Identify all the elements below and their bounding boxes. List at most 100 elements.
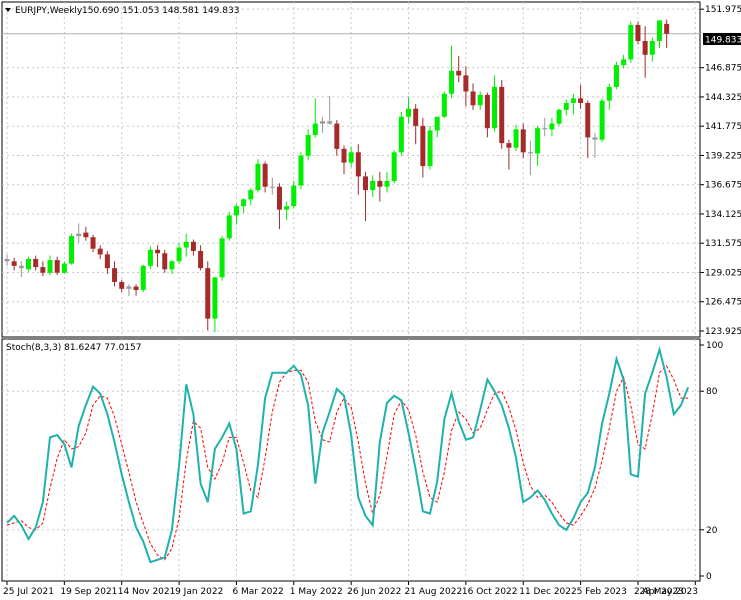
candle[interactable] [126,284,132,296]
candle[interactable] [140,264,146,293]
candle[interactable] [312,98,318,138]
candle[interactable] [255,159,261,193]
candle[interactable] [398,112,404,156]
candle[interactable] [348,146,354,168]
candle[interactable] [298,152,304,190]
candle[interactable] [635,21,641,45]
candle[interactable] [47,255,53,276]
candle[interactable] [327,96,333,125]
candle[interactable] [284,201,290,220]
candle[interactable] [248,187,254,206]
candle[interactable] [413,104,419,145]
candle[interactable] [190,239,196,256]
candle[interactable] [556,108,562,126]
candle[interactable] [54,256,60,276]
candle[interactable] [97,245,103,259]
candle[interactable] [169,260,175,274]
candle[interactable] [334,120,340,156]
candle[interactable] [18,261,24,278]
candle[interactable] [61,261,67,274]
candle[interactable] [198,245,204,271]
candle[interactable] [269,177,275,195]
candle[interactable] [613,61,619,90]
candle[interactable] [649,37,655,62]
candle[interactable] [76,223,82,243]
candle[interactable] [377,171,383,202]
candle[interactable] [456,55,462,83]
candle[interactable] [506,139,512,170]
candle[interactable] [226,211,232,241]
candle[interactable] [83,226,89,241]
candle[interactable] [241,198,247,214]
candle[interactable] [384,171,390,193]
candle[interactable] [470,83,476,110]
candle[interactable] [104,250,110,274]
candle-body [226,215,232,239]
candle[interactable] [341,145,347,175]
candle[interactable] [449,45,455,99]
candle[interactable] [585,100,591,159]
time-tick-label: 19 Sep 2021 [60,587,117,597]
candle[interactable] [4,254,10,266]
candle[interactable] [147,246,153,270]
candle[interactable] [162,249,168,273]
candle[interactable] [133,284,139,296]
candle[interactable] [463,66,469,107]
candle[interactable] [542,117,548,137]
candle[interactable] [527,140,533,176]
candle[interactable] [119,279,125,293]
candle[interactable] [33,255,39,271]
candle[interactable] [492,75,498,132]
candle[interactable] [535,125,541,167]
candle[interactable] [183,233,189,257]
time-tick-label: 5 Feb 2023 [577,587,627,597]
candle[interactable] [513,124,519,152]
candle[interactable] [484,92,490,138]
candle[interactable] [176,242,182,264]
candle[interactable] [363,171,368,222]
candle[interactable] [427,125,433,170]
candle[interactable] [621,54,627,69]
candle[interactable] [305,129,311,161]
candle[interactable] [499,80,505,149]
candle[interactable] [11,257,17,271]
candle[interactable] [664,19,670,49]
candle[interactable] [219,236,225,281]
candle[interactable] [642,26,648,78]
triangle-down-icon[interactable] [5,8,11,12]
candle[interactable] [26,256,32,272]
candle[interactable] [205,261,211,331]
candle[interactable] [606,83,612,110]
candle[interactable] [656,20,662,48]
candle[interactable] [291,180,297,209]
candle[interactable] [406,97,412,124]
candle[interactable] [262,161,268,193]
candle[interactable] [69,233,75,265]
candle[interactable] [355,144,361,195]
candle[interactable] [628,21,634,63]
candle[interactable] [434,116,440,138]
candle[interactable] [420,117,426,178]
candle[interactable] [112,261,118,287]
candle[interactable] [233,203,239,225]
candle[interactable] [477,91,483,110]
candlestick-series[interactable] [4,19,670,333]
candle[interactable] [90,234,96,253]
candle[interactable] [563,99,569,116]
candle[interactable] [155,245,161,268]
candle[interactable] [549,117,555,137]
candle[interactable] [391,149,397,184]
candle[interactable] [441,91,447,118]
candle[interactable] [276,183,282,230]
candle[interactable] [370,175,376,198]
candle-body [312,123,318,136]
candle[interactable] [592,132,598,159]
candle[interactable] [570,93,576,115]
candle[interactable] [578,84,584,109]
candle[interactable] [599,98,605,142]
candle[interactable] [40,261,46,277]
candle[interactable] [520,123,526,159]
candle[interactable] [212,277,218,333]
candle[interactable] [319,116,325,133]
